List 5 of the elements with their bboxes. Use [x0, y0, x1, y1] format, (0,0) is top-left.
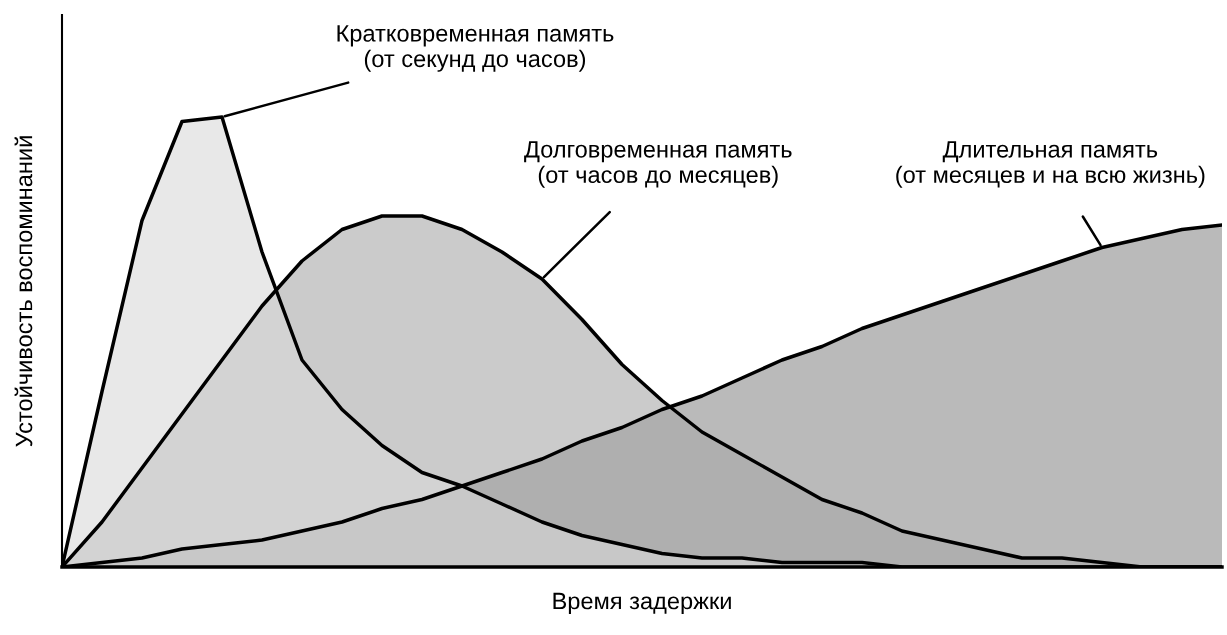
- series-label: Длительная память (от месяцев и на всю жизнь): [896, 141, 1205, 188]
- text: Долговременная память (от часов до месяцев): [524, 141, 792, 188]
- x-axis-title: Время задержки: [553, 592, 731, 615]
- y-axis-title: Устойчивость воспоминаний: [14, 136, 33, 447]
- text: Кратковременная память (от секунд до часов): [337, 25, 614, 72]
